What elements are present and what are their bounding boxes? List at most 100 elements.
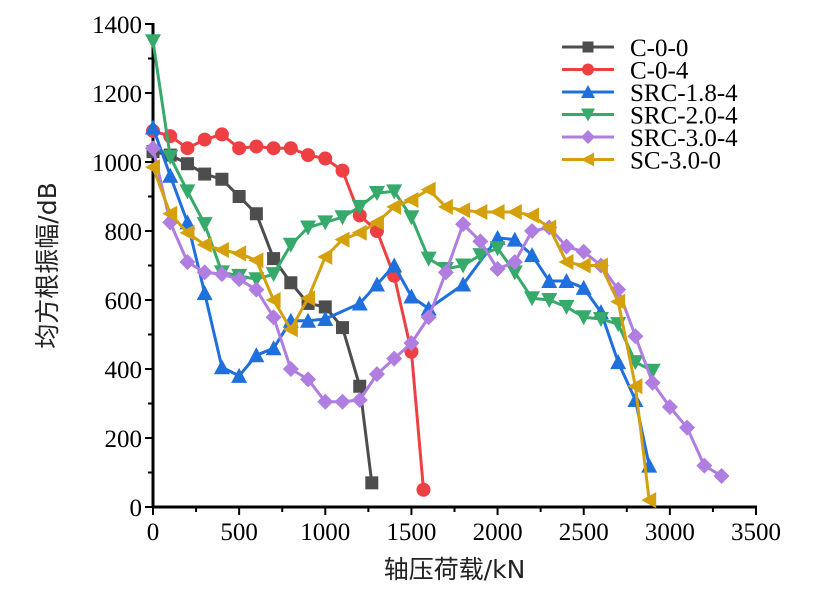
- data-point-src-1-8-4: [213, 359, 230, 375]
- legend-marker: [581, 85, 595, 98]
- data-point-src-2-0-4: [351, 199, 368, 215]
- data-point-src-1-8-4: [541, 273, 558, 289]
- data-point-sc-3-0-0: [351, 224, 367, 241]
- y-tick-label: 400: [105, 357, 143, 384]
- data-point-src-1-8-4: [265, 340, 282, 356]
- data-point-src-3-0-4: [265, 309, 282, 326]
- data-point-src-2-0-4: [196, 217, 213, 233]
- data-point-c-0-4: [318, 151, 333, 166]
- data-point-sc-3-0-0: [610, 293, 626, 310]
- data-point-src-3-0-4: [489, 260, 506, 277]
- data-point-src-3-0-4: [696, 457, 713, 474]
- x-tick-label: 3000: [645, 519, 695, 546]
- data-point-src-1-8-4: [506, 231, 523, 247]
- data-point-src-1-8-4: [575, 279, 592, 295]
- data-point-c-0-4: [301, 148, 316, 163]
- data-point-src-3-0-4: [145, 140, 161, 157]
- data-point-c-0-0: [284, 276, 298, 290]
- data-point-c-0-0: [336, 321, 350, 335]
- data-point-c-0-4: [232, 141, 247, 156]
- data-point-sc-3-0-0: [231, 245, 247, 262]
- data-point-src-1-8-4: [420, 300, 437, 316]
- x-tick-label: 1500: [386, 519, 436, 546]
- data-point-src-2-0-4: [179, 184, 196, 200]
- data-point-sc-3-0-0: [213, 241, 229, 258]
- data-point-src-2-0-4: [472, 248, 489, 264]
- data-point-src-3-0-4: [713, 467, 730, 484]
- legend-marker: [581, 130, 595, 144]
- data-point-src-1-8-4: [162, 167, 179, 183]
- data-point-src-3-0-4: [403, 335, 420, 352]
- data-point-src-2-0-4: [145, 34, 161, 50]
- legend-item-c-0-4: C-0-4: [562, 58, 689, 85]
- data-point-c-0-4: [214, 127, 229, 142]
- data-point-c-0-4: [266, 141, 281, 156]
- data-point-sc-3-0-0: [592, 257, 608, 274]
- data-point-src-2-0-4: [541, 293, 558, 308]
- y-tick-label: 800: [105, 219, 143, 246]
- series-c-0-4: [146, 123, 431, 497]
- data-point-src-2-0-4: [282, 237, 299, 253]
- axes: 0 500 1000 1500 2000 2500 3000 3500 0 200 400 600 80…: [92, 12, 781, 546]
- data-point-sc-3-0-0: [300, 290, 316, 307]
- data-point-sc-3-0-0: [179, 224, 195, 241]
- data-point-src-3-0-4: [386, 350, 403, 367]
- data-point-src-2-0-4: [317, 215, 334, 231]
- series-sc-3-0-0: [145, 159, 657, 509]
- data-point-src-1-8-4: [386, 257, 403, 273]
- data-point-c-0-0: [249, 207, 263, 221]
- data-point-src-2-0-4: [265, 267, 282, 283]
- data-point-sc-3-0-0: [641, 492, 657, 509]
- data-point-src-3-0-4: [231, 271, 248, 288]
- legend-item-src-3-0-4: SRC-3.0-4: [562, 125, 738, 152]
- data-point-src-3-0-4: [627, 328, 644, 345]
- x-tick-label: 2000: [473, 519, 523, 546]
- data-point-src-1-8-4: [610, 354, 627, 370]
- y-tick-label: 0: [130, 495, 143, 522]
- series-src-1-8-4: [145, 119, 658, 473]
- data-point-sc-3-0-0: [524, 207, 540, 224]
- data-point-src-3-0-4: [558, 238, 575, 255]
- data-point-src-3-0-4: [179, 254, 196, 271]
- data-point-src-3-0-4: [472, 233, 489, 250]
- data-point-src-1-8-4: [524, 247, 541, 263]
- data-point-src-2-0-4: [334, 210, 351, 226]
- data-point-src-3-0-4: [575, 243, 592, 260]
- legend-item-c-0-0: C-0-0: [562, 35, 688, 62]
- legend-label: SRC-2.0-4: [630, 103, 738, 130]
- data-point-sc-3-0-0: [334, 231, 350, 248]
- data-point-c-0-0: [198, 167, 212, 181]
- data-point-src-1-8-4: [145, 119, 161, 135]
- data-point-src-3-0-4: [300, 371, 317, 388]
- x-tick-label: 500: [220, 519, 258, 546]
- data-point-c-0-0: [232, 190, 246, 203]
- data-point-src-3-0-4: [282, 361, 299, 377]
- data-point-src-1-8-4: [248, 347, 265, 363]
- data-point-c-0-4: [249, 139, 264, 154]
- data-point-src-2-0-4: [386, 184, 403, 200]
- data-point-src-2-0-4: [403, 210, 420, 226]
- data-point-src-2-0-4: [592, 311, 609, 327]
- data-point-src-1-8-4: [179, 214, 196, 230]
- data-point-src-2-0-4: [644, 363, 661, 379]
- data-point-c-0-0: [267, 252, 281, 266]
- data-point-src-3-0-4: [213, 266, 230, 283]
- data-point-c-0-4: [352, 208, 367, 223]
- legend-label: SRC-3.0-4: [630, 125, 738, 152]
- data-point-c-0-0: [353, 379, 367, 393]
- data-point-c-0-0: [180, 157, 194, 171]
- legend-item-sc-3-0-0: SC-3.0-0: [562, 148, 721, 175]
- data-point-src-3-0-4: [351, 392, 368, 409]
- x-tick-label: 1000: [300, 519, 350, 546]
- data-point-src-1-8-4: [196, 285, 213, 301]
- data-point-c-0-4: [283, 141, 298, 156]
- y-tick-label: 1000: [92, 150, 142, 177]
- data-point-c-0-4: [335, 163, 350, 178]
- data-point-sc-3-0-0: [145, 159, 160, 176]
- data-point-sc-3-0-0: [575, 257, 591, 274]
- series-src-2-0-4: [145, 34, 661, 379]
- y-tick-label: 1400: [92, 12, 142, 39]
- data-point-sc-3-0-0: [420, 181, 436, 198]
- x-tick-label: 2500: [559, 519, 609, 546]
- legend-label: SRC-1.8-4: [630, 80, 738, 107]
